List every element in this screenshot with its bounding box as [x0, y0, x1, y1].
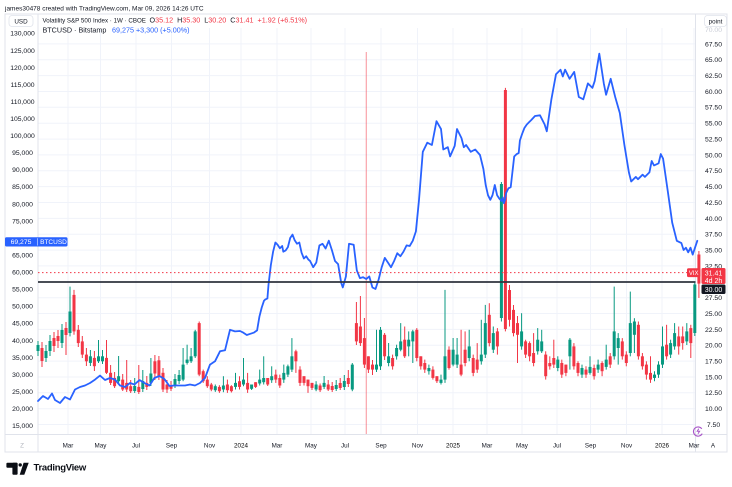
svg-text:60,000: 60,000	[12, 270, 33, 277]
svg-text:2024: 2024	[234, 442, 249, 449]
svg-text:70.00: 70.00	[705, 27, 722, 34]
svg-text:Sep: Sep	[166, 442, 178, 449]
svg-text:50.00: 50.00	[705, 152, 722, 159]
svg-text:52.50: 52.50	[705, 137, 722, 144]
svg-text:BTCUSD: BTCUSD	[40, 239, 67, 246]
svg-text:115,000: 115,000	[10, 82, 34, 89]
svg-text:45.00: 45.00	[705, 184, 722, 191]
svg-text:20,000: 20,000	[12, 406, 33, 413]
svg-text:Nov: Nov	[204, 442, 216, 449]
svg-text:42.50: 42.50	[705, 200, 722, 207]
svg-text:BTCUSD · Bitstamp: BTCUSD · Bitstamp	[43, 25, 107, 34]
svg-text:75,000: 75,000	[12, 218, 33, 225]
svg-text:VIX: VIX	[689, 271, 699, 277]
svg-text:17.50: 17.50	[705, 359, 722, 366]
svg-text:TradingView: TradingView	[34, 462, 87, 473]
svg-text:20.00: 20.00	[705, 343, 722, 350]
svg-text:67.50: 67.50	[705, 41, 722, 48]
svg-text:Jul: Jul	[553, 442, 561, 449]
svg-text:25.00: 25.00	[705, 311, 722, 318]
svg-text:30,000: 30,000	[12, 372, 33, 379]
svg-text:27.50: 27.50	[705, 295, 722, 302]
svg-text:25,000: 25,000	[12, 389, 33, 396]
svg-text:15,000: 15,000	[12, 423, 33, 430]
svg-text:105,000: 105,000	[10, 116, 35, 123]
svg-text:12.50: 12.50	[705, 390, 722, 397]
svg-text:22.50: 22.50	[705, 327, 722, 334]
svg-text:Sep: Sep	[375, 442, 387, 449]
svg-text:57.50: 57.50	[705, 105, 722, 112]
svg-text:32.50: 32.50	[705, 263, 722, 270]
svg-text:15.00: 15.00	[705, 374, 722, 381]
svg-text:30.00: 30.00	[705, 287, 723, 294]
svg-text:A: A	[711, 442, 716, 449]
svg-text:Volatility S&P 500 Index · 1W: Volatility S&P 500 Index · 1W · CBOE	[43, 18, 146, 25]
svg-text:80,000: 80,000	[12, 201, 33, 208]
svg-text:May: May	[95, 442, 108, 449]
svg-text:Nov: Nov	[621, 442, 633, 449]
svg-text:40.00: 40.00	[705, 216, 722, 223]
svg-text:2025: 2025	[446, 442, 461, 449]
svg-text:90,000: 90,000	[12, 167, 33, 174]
svg-text:69,275 +3,300 (+5.00%): 69,275 +3,300 (+5.00%)	[112, 25, 190, 34]
svg-text:62.50: 62.50	[705, 73, 722, 80]
svg-text:69,275: 69,275	[11, 239, 32, 246]
svg-text:65,000: 65,000	[12, 253, 33, 260]
svg-text:95,000: 95,000	[12, 150, 33, 157]
svg-text:45,000: 45,000	[12, 321, 33, 328]
svg-text:37.50: 37.50	[705, 232, 722, 239]
svg-text:10.00: 10.00	[705, 406, 722, 413]
svg-text:60.00: 60.00	[705, 89, 722, 96]
svg-text:Jul: Jul	[132, 442, 140, 449]
svg-text:Mar: Mar	[689, 442, 700, 449]
svg-text:USD: USD	[14, 18, 28, 25]
svg-text:35,000: 35,000	[12, 355, 33, 362]
svg-text:35.00: 35.00	[705, 248, 722, 255]
svg-text:Z: Z	[20, 442, 24, 449]
svg-text:4d 2h: 4d 2h	[705, 278, 723, 285]
svg-text:65.00: 65.00	[705, 57, 722, 64]
svg-text:james30478 created with Tradin: james30478 created with TradingView.com,…	[4, 6, 204, 13]
svg-text:Sep: Sep	[585, 442, 597, 449]
svg-text:May: May	[516, 442, 529, 449]
svg-text:2026: 2026	[655, 442, 670, 449]
svg-text:130,000: 130,000	[10, 31, 35, 38]
svg-text:Jul: Jul	[341, 442, 349, 449]
svg-text:55.00: 55.00	[705, 121, 722, 128]
svg-text:Mar: Mar	[63, 442, 74, 449]
svg-text:Nov: Nov	[412, 442, 424, 449]
svg-text:point: point	[709, 18, 723, 25]
svg-text:125,000: 125,000	[10, 48, 35, 55]
svg-text:31.41: 31.41	[705, 270, 723, 277]
svg-text:50,000: 50,000	[12, 304, 33, 311]
svg-text:85,000: 85,000	[12, 184, 33, 191]
svg-text:Mar: Mar	[482, 442, 493, 449]
svg-text:55,000: 55,000	[12, 287, 33, 294]
svg-text:40,000: 40,000	[12, 338, 33, 345]
svg-text:47.50: 47.50	[705, 168, 722, 175]
svg-text:110,000: 110,000	[10, 99, 34, 106]
svg-text:7.50: 7.50	[707, 422, 720, 429]
svg-text:120,000: 120,000	[10, 65, 35, 72]
svg-text:Mar: Mar	[272, 442, 283, 449]
svg-text:May: May	[305, 442, 318, 449]
svg-text:100,000: 100,000	[10, 133, 35, 140]
